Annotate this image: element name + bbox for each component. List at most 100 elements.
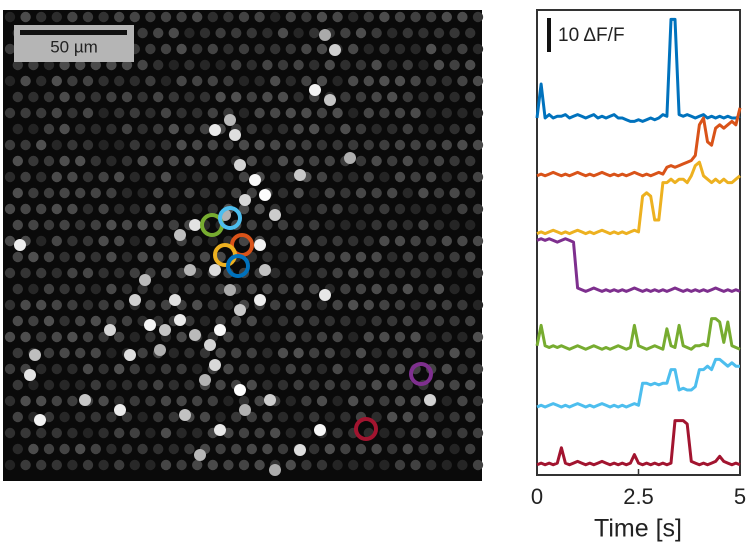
bright-dot bbox=[309, 84, 321, 96]
dot bbox=[106, 91, 117, 103]
dot bbox=[20, 427, 31, 439]
dot bbox=[176, 75, 187, 87]
dot bbox=[82, 75, 94, 87]
dot bbox=[12, 155, 23, 167]
dot bbox=[332, 171, 343, 183]
dot bbox=[168, 411, 179, 423]
dot bbox=[43, 315, 55, 327]
dot bbox=[168, 347, 179, 359]
dot bbox=[129, 139, 140, 151]
dot bbox=[192, 203, 203, 215]
dot bbox=[98, 299, 109, 311]
dot bbox=[363, 235, 374, 247]
dot bbox=[176, 171, 187, 183]
dot bbox=[199, 315, 211, 327]
dot bbox=[309, 251, 320, 263]
dot bbox=[262, 27, 273, 39]
dot bbox=[387, 443, 398, 455]
dot bbox=[371, 91, 382, 103]
dot bbox=[433, 379, 445, 391]
dot bbox=[457, 75, 468, 87]
dot bbox=[254, 203, 265, 215]
dot bbox=[441, 299, 452, 311]
dot bbox=[402, 411, 413, 423]
dot bbox=[340, 347, 351, 359]
dot bbox=[153, 155, 164, 167]
dot bbox=[20, 299, 31, 311]
dot bbox=[254, 43, 265, 55]
dot bbox=[332, 459, 343, 471]
dot bbox=[285, 459, 296, 471]
dot bbox=[43, 283, 55, 295]
dot bbox=[371, 219, 382, 231]
dot bbox=[12, 91, 23, 103]
dot bbox=[472, 363, 484, 375]
dot bbox=[231, 443, 242, 455]
dot bbox=[145, 43, 156, 55]
bright-dot bbox=[269, 464, 281, 476]
dot bbox=[387, 411, 398, 423]
dot bbox=[82, 203, 94, 215]
dot bbox=[207, 235, 218, 247]
dot bbox=[254, 107, 265, 119]
image-scale-label: 50 µm bbox=[50, 37, 98, 56]
dot bbox=[20, 331, 31, 343]
bright-dot bbox=[179, 409, 191, 421]
dot bbox=[20, 11, 31, 23]
dot bbox=[192, 363, 203, 375]
dot bbox=[176, 43, 187, 55]
dot bbox=[184, 379, 195, 391]
dot bbox=[426, 171, 437, 183]
dot bbox=[332, 267, 343, 279]
dot bbox=[441, 171, 452, 183]
dot bbox=[324, 155, 335, 167]
dot bbox=[371, 347, 382, 359]
dot bbox=[238, 427, 250, 439]
dot bbox=[394, 267, 406, 279]
dot bbox=[394, 203, 406, 215]
dot bbox=[121, 123, 133, 135]
dot bbox=[465, 187, 476, 199]
dot bbox=[199, 123, 211, 135]
dot bbox=[387, 315, 398, 327]
dot bbox=[324, 315, 335, 327]
dot bbox=[465, 283, 476, 295]
dot bbox=[457, 171, 468, 183]
dot bbox=[67, 331, 78, 343]
dot bbox=[51, 75, 62, 87]
dot bbox=[114, 203, 125, 215]
dot bbox=[145, 395, 156, 407]
dot bbox=[285, 299, 296, 311]
dot bbox=[12, 251, 23, 263]
dot bbox=[168, 27, 179, 39]
dot bbox=[137, 219, 148, 231]
dot bbox=[36, 299, 47, 311]
dot bbox=[418, 315, 429, 327]
dot bbox=[449, 123, 460, 135]
dot bbox=[379, 267, 390, 279]
dot bbox=[387, 347, 398, 359]
bright-dot bbox=[294, 169, 306, 181]
dot bbox=[394, 171, 406, 183]
dot bbox=[457, 235, 468, 247]
dot bbox=[324, 59, 335, 71]
dot bbox=[254, 11, 265, 23]
dot bbox=[418, 59, 429, 71]
dot bbox=[223, 299, 234, 311]
bright-dot bbox=[424, 394, 436, 406]
dot bbox=[36, 427, 47, 439]
dot bbox=[114, 363, 125, 375]
dot bbox=[4, 299, 16, 311]
dot bbox=[184, 283, 195, 295]
dot bbox=[28, 251, 39, 263]
dot bbox=[285, 395, 296, 407]
dot bbox=[332, 427, 343, 439]
dot bbox=[394, 43, 406, 55]
dot bbox=[332, 107, 343, 119]
dot bbox=[309, 443, 320, 455]
dot bbox=[410, 107, 421, 119]
dot bbox=[340, 219, 351, 231]
dot bbox=[59, 379, 70, 391]
dot bbox=[254, 331, 265, 343]
dot bbox=[121, 411, 133, 423]
